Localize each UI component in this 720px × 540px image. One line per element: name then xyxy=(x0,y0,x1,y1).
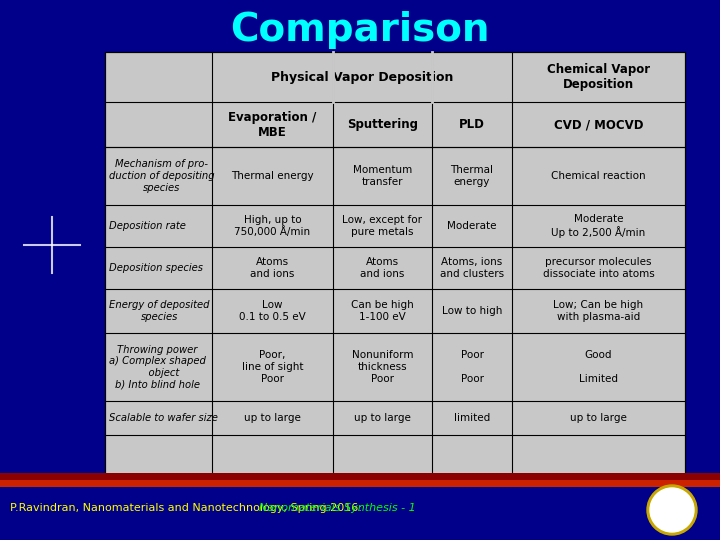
Text: High, up to
750,000 Å/min: High, up to 750,000 Å/min xyxy=(235,215,310,238)
Text: Atoms
and ions: Atoms and ions xyxy=(251,257,294,279)
Text: Chemical reaction: Chemical reaction xyxy=(552,171,646,181)
Text: P.Ravindran, Nanomaterials and Nanotechnology, Spring 2016:: P.Ravindran, Nanomaterials and Nanotechn… xyxy=(10,503,365,513)
Text: CVD / MOCVD: CVD / MOCVD xyxy=(554,118,643,131)
Bar xyxy=(105,52,685,475)
Text: Low
0.1 to 0.5 eV: Low 0.1 to 0.5 eV xyxy=(239,300,306,322)
Text: Chemical Vapor
Deposition: Chemical Vapor Deposition xyxy=(547,63,650,91)
Bar xyxy=(0,473,720,480)
Text: up to large: up to large xyxy=(354,413,411,423)
Text: Atoms, ions
and clusters: Atoms, ions and clusters xyxy=(440,257,504,279)
Bar xyxy=(0,480,720,487)
Text: Moderate: Moderate xyxy=(447,221,497,231)
Text: Sputtering: Sputtering xyxy=(347,118,418,131)
Text: Deposition rate: Deposition rate xyxy=(109,221,186,231)
Circle shape xyxy=(650,488,694,532)
Text: limited: limited xyxy=(454,413,490,423)
Text: Low to high: Low to high xyxy=(442,306,502,316)
Text: up to large: up to large xyxy=(570,413,627,423)
Text: Moderate
Up to 2,500 Å/min: Moderate Up to 2,500 Å/min xyxy=(552,214,646,238)
Text: Low, except for
pure metals: Low, except for pure metals xyxy=(343,215,423,237)
Text: Can be high
1-100 eV: Can be high 1-100 eV xyxy=(351,300,414,322)
Text: Thermal
energy: Thermal energy xyxy=(451,165,493,187)
Text: Atoms
and ions: Atoms and ions xyxy=(360,257,405,279)
Text: Good

Limited: Good Limited xyxy=(579,350,618,383)
Text: Comparison: Comparison xyxy=(230,11,490,49)
Text: Nonuniform
thickness
Poor: Nonuniform thickness Poor xyxy=(352,350,413,383)
Text: Deposition species: Deposition species xyxy=(109,263,203,273)
Text: Energy of deposited
species: Energy of deposited species xyxy=(109,300,210,322)
Text: PLD: PLD xyxy=(459,118,485,131)
Text: Mechanism of pro-
duction of depositing
species: Mechanism of pro- duction of depositing … xyxy=(109,159,215,193)
Text: Physical Vapor Deposition: Physical Vapor Deposition xyxy=(271,71,453,84)
Text: Low; Can be high
with plasma-aid: Low; Can be high with plasma-aid xyxy=(554,300,644,322)
Text: Nanomaterials Synthesis - 1: Nanomaterials Synthesis - 1 xyxy=(259,503,415,513)
Text: Poor

Poor: Poor Poor xyxy=(461,350,484,383)
Text: up to large: up to large xyxy=(244,413,301,423)
Text: Momentum
transfer: Momentum transfer xyxy=(353,165,412,187)
Text: Poor,
line of sight
Poor: Poor, line of sight Poor xyxy=(242,350,303,383)
Text: Evaporation /
MBE: Evaporation / MBE xyxy=(228,111,317,138)
Text: Throwing power
a) Complex shaped
    object
b) Into blind hole: Throwing power a) Complex shaped object … xyxy=(109,345,206,389)
Circle shape xyxy=(647,485,697,535)
Text: Thermal energy: Thermal energy xyxy=(231,171,314,181)
Text: Scalable to wafer size: Scalable to wafer size xyxy=(109,413,218,423)
Text: precursor molecules
dissociate into atoms: precursor molecules dissociate into atom… xyxy=(543,257,654,279)
